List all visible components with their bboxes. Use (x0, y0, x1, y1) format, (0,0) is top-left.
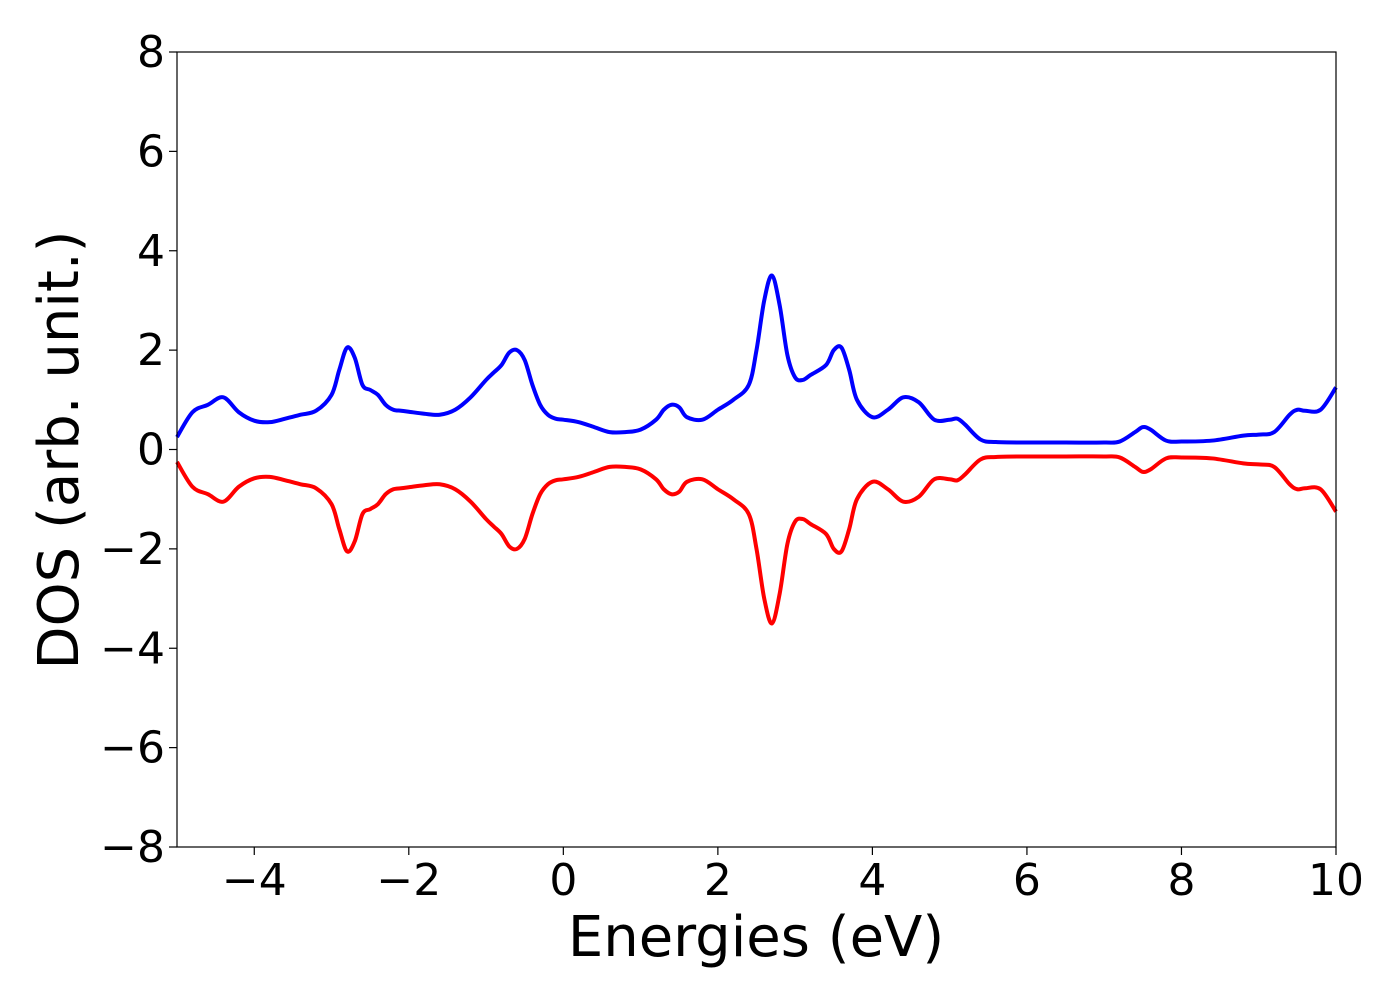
y-tick-label: 2 (137, 325, 165, 376)
series-layer (175, 273, 1338, 626)
x-tick-label: 0 (549, 855, 577, 906)
series-line-1 (175, 273, 1338, 445)
y-tick-label: −6 (100, 723, 165, 774)
x-tick-label: 4 (858, 855, 886, 906)
x-tick-label: 8 (1167, 855, 1195, 906)
y-tick-label: −8 (100, 822, 165, 873)
x-axis-label: Energies (eV) (568, 905, 944, 970)
x-tick-label: 2 (704, 855, 732, 906)
y-tick-label: 4 (137, 226, 165, 277)
x-axis: −4 −2 0 2 4 6 8 10 (222, 847, 1364, 906)
y-tick-label: 0 (137, 425, 165, 476)
x-tick-label: −4 (222, 855, 287, 906)
y-tick-label: 6 (137, 126, 165, 177)
y-axis: −8 −6 −4 −2 0 2 4 6 8 (100, 27, 177, 873)
y-tick-label: 8 (137, 27, 165, 78)
y-tick-label: −4 (100, 623, 165, 674)
x-tick-label: 6 (1013, 855, 1041, 906)
y-axis-label: DOS (arb. unit.) (27, 230, 92, 669)
x-tick-label: 10 (1308, 855, 1364, 906)
x-tick-label: −2 (376, 855, 441, 906)
series-line-2 (175, 454, 1338, 626)
y-tick-label: −2 (100, 524, 165, 575)
